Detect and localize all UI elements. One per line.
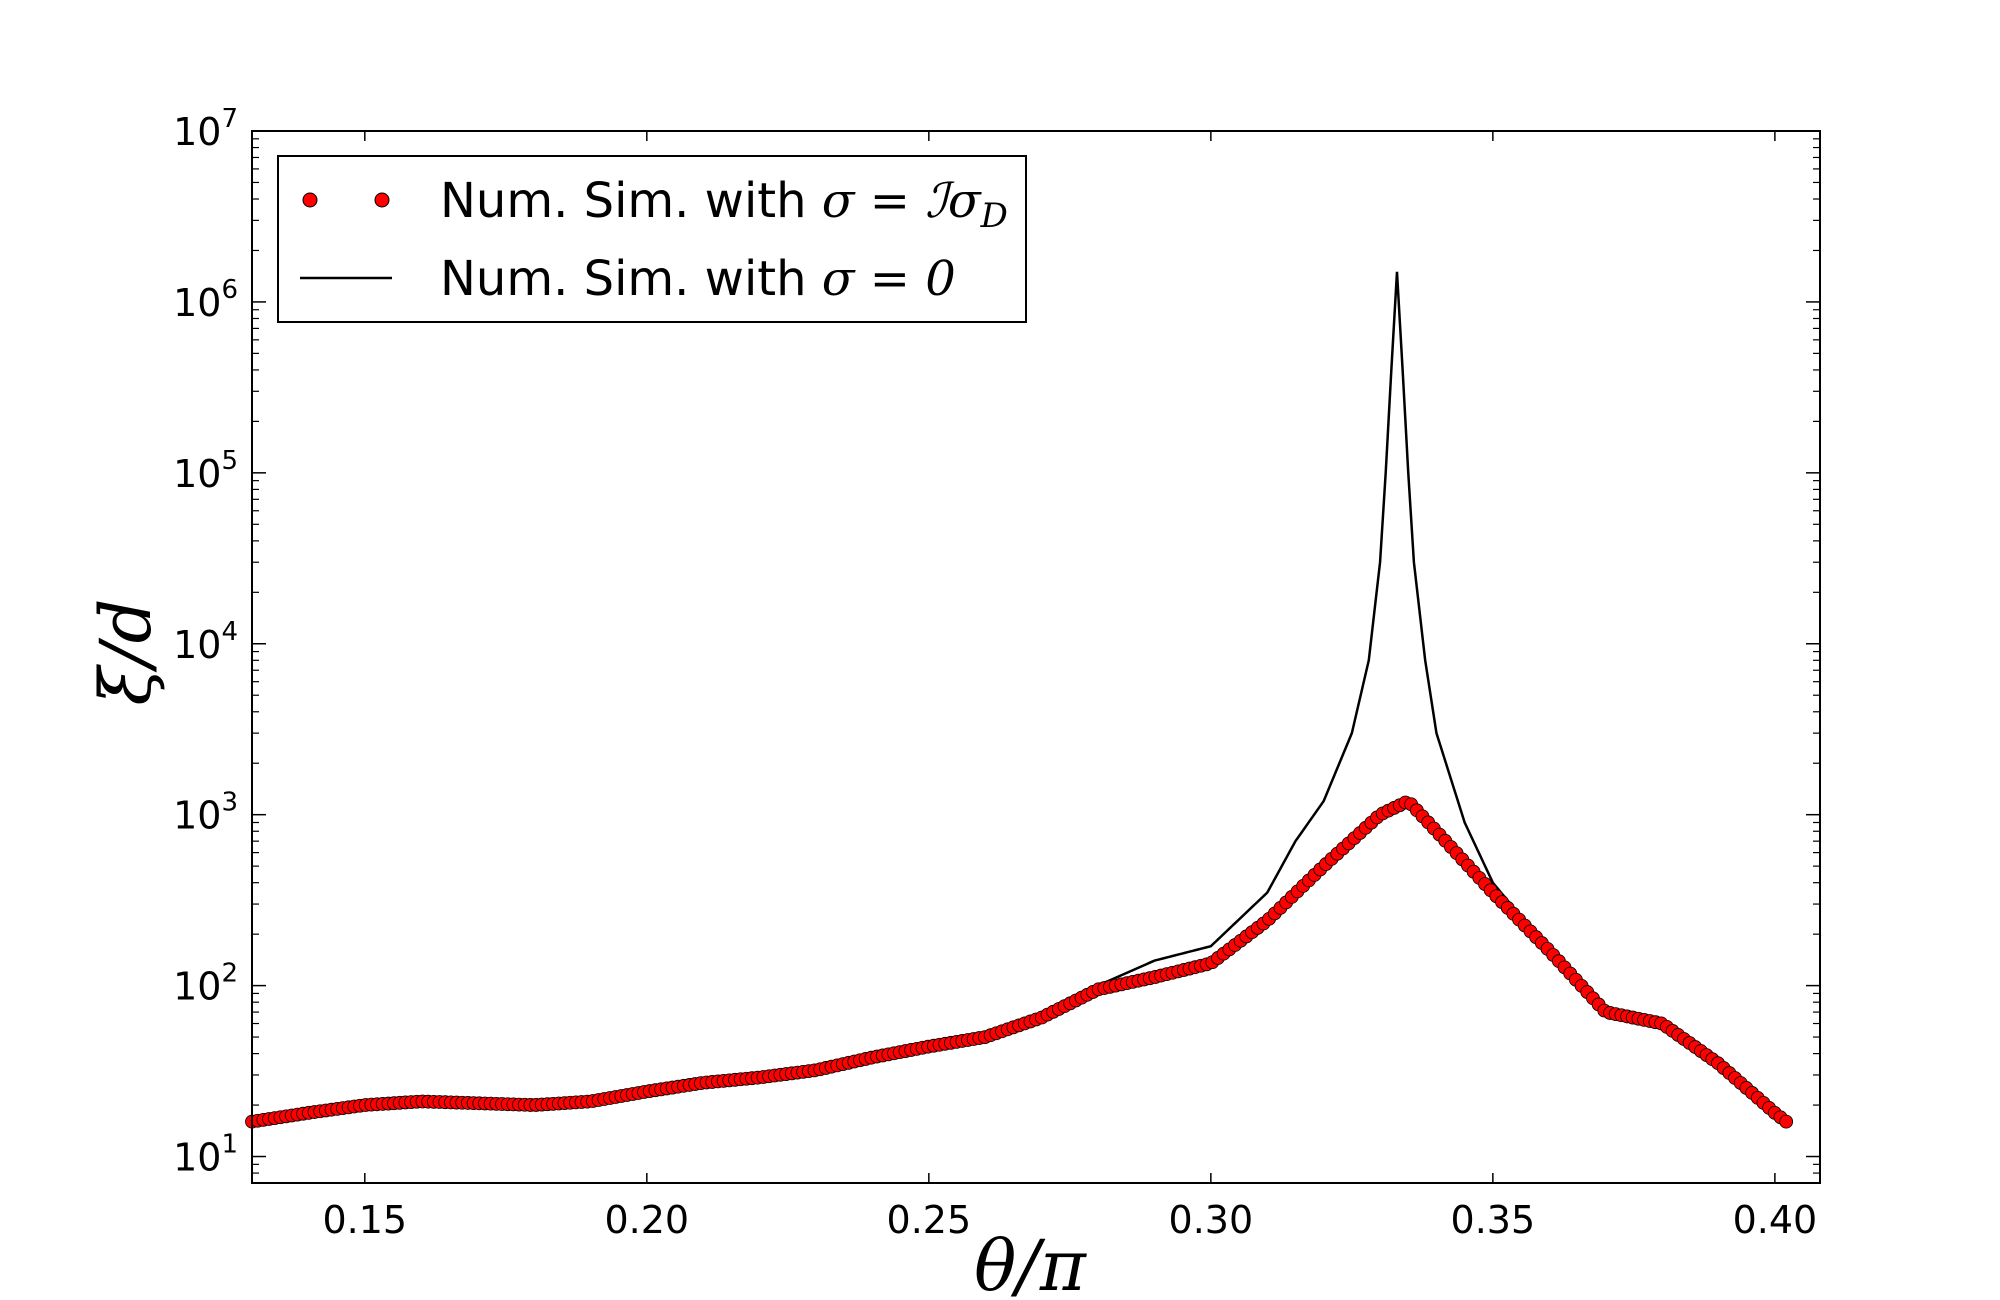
legend-entry-sigma-id: Num. Sim. with σ = ℐσD xyxy=(440,173,1008,236)
x-tick-label: 0.20 xyxy=(605,1198,690,1242)
x-axis-label: θ/π xyxy=(974,1225,1088,1300)
series-line-sigma-zero xyxy=(251,271,1787,1123)
plot-frame xyxy=(251,130,1821,1184)
y-tick-label: 101 xyxy=(173,1130,238,1180)
y-axis-label: ξ/d xyxy=(85,599,167,706)
x-tick-label: 0.40 xyxy=(1733,1198,1818,1242)
legend: Num. Sim. with σ = ℐσD Num. Sim. with σ … xyxy=(277,155,1027,323)
legend-entry-sigma-zero: Num. Sim. with σ = 0 xyxy=(440,251,956,307)
x-tick-label: 0.25 xyxy=(887,1198,972,1242)
y-tick-label: 106 xyxy=(173,275,238,325)
y-tick-label: 107 xyxy=(173,104,238,154)
axis-ticks: 0.15 0.20 0.25 0.30 0.35 0.40 101 102 103 104 105 1… xyxy=(173,104,1820,1242)
plot-area xyxy=(245,271,1794,1129)
y-tick-label: 104 xyxy=(173,617,238,667)
data-point xyxy=(1779,1114,1794,1129)
legend-box xyxy=(277,155,1027,323)
legend-marker-red-dot xyxy=(374,192,390,208)
y-tick-label: 103 xyxy=(173,788,238,838)
x-tick-label: 0.15 xyxy=(323,1198,408,1242)
y-tick-label: 105 xyxy=(173,446,238,496)
y-tick-label: 102 xyxy=(173,959,238,1009)
x-tick-label: 0.30 xyxy=(1169,1198,1254,1242)
x-tick-label: 0.35 xyxy=(1451,1198,1536,1242)
legend-marker-red-dot xyxy=(302,192,318,208)
